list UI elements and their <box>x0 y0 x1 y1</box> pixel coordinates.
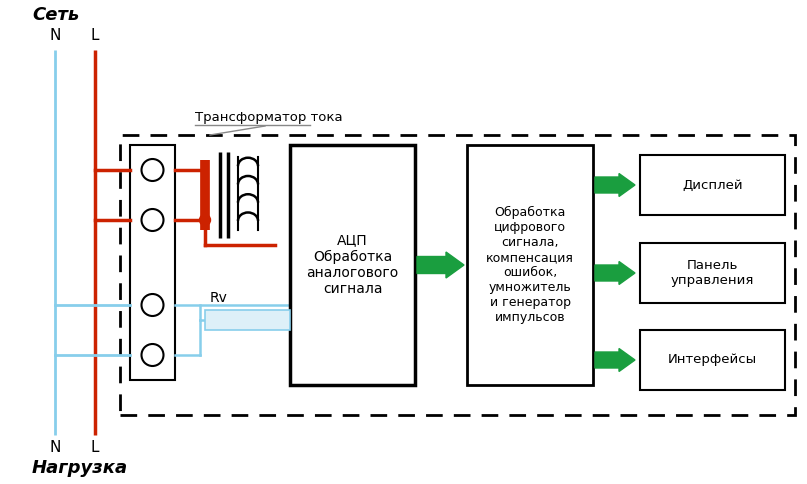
Circle shape <box>141 209 164 231</box>
FancyArrow shape <box>417 252 464 278</box>
Bar <box>205 310 290 330</box>
Circle shape <box>141 294 164 316</box>
Text: L: L <box>90 440 99 455</box>
Text: N: N <box>49 440 61 455</box>
Text: Дисплей: Дисплей <box>682 179 742 192</box>
Circle shape <box>199 214 211 226</box>
Text: АЦП
Обработка
аналогового
сигнала: АЦП Обработка аналогового сигнала <box>307 234 399 296</box>
Bar <box>130 145 175 380</box>
Bar <box>640 330 785 390</box>
FancyArrow shape <box>595 173 635 197</box>
Bar <box>290 145 415 385</box>
FancyArrow shape <box>595 261 635 285</box>
Text: Нагрузка: Нагрузка <box>32 459 128 477</box>
Bar <box>640 243 785 303</box>
Text: Интерфейсы: Интерфейсы <box>668 353 757 366</box>
Text: Трансформатор тока: Трансформатор тока <box>195 111 343 124</box>
Bar <box>640 155 785 215</box>
Bar <box>120 135 795 415</box>
Bar <box>467 145 593 385</box>
Text: Сеть: Сеть <box>32 6 79 24</box>
Text: Обработка
цифрового
сигнала,
компенсация
ошибок,
умножитель
и генератор
импульсо: Обработка цифрового сигнала, компенсация… <box>486 206 574 324</box>
Text: L: L <box>90 28 99 43</box>
Text: N: N <box>49 28 61 43</box>
Circle shape <box>141 344 164 366</box>
Text: Rv: Rv <box>210 291 228 305</box>
Circle shape <box>141 159 164 181</box>
FancyArrow shape <box>595 348 635 372</box>
Text: Панель
управления: Панель управления <box>671 259 755 287</box>
